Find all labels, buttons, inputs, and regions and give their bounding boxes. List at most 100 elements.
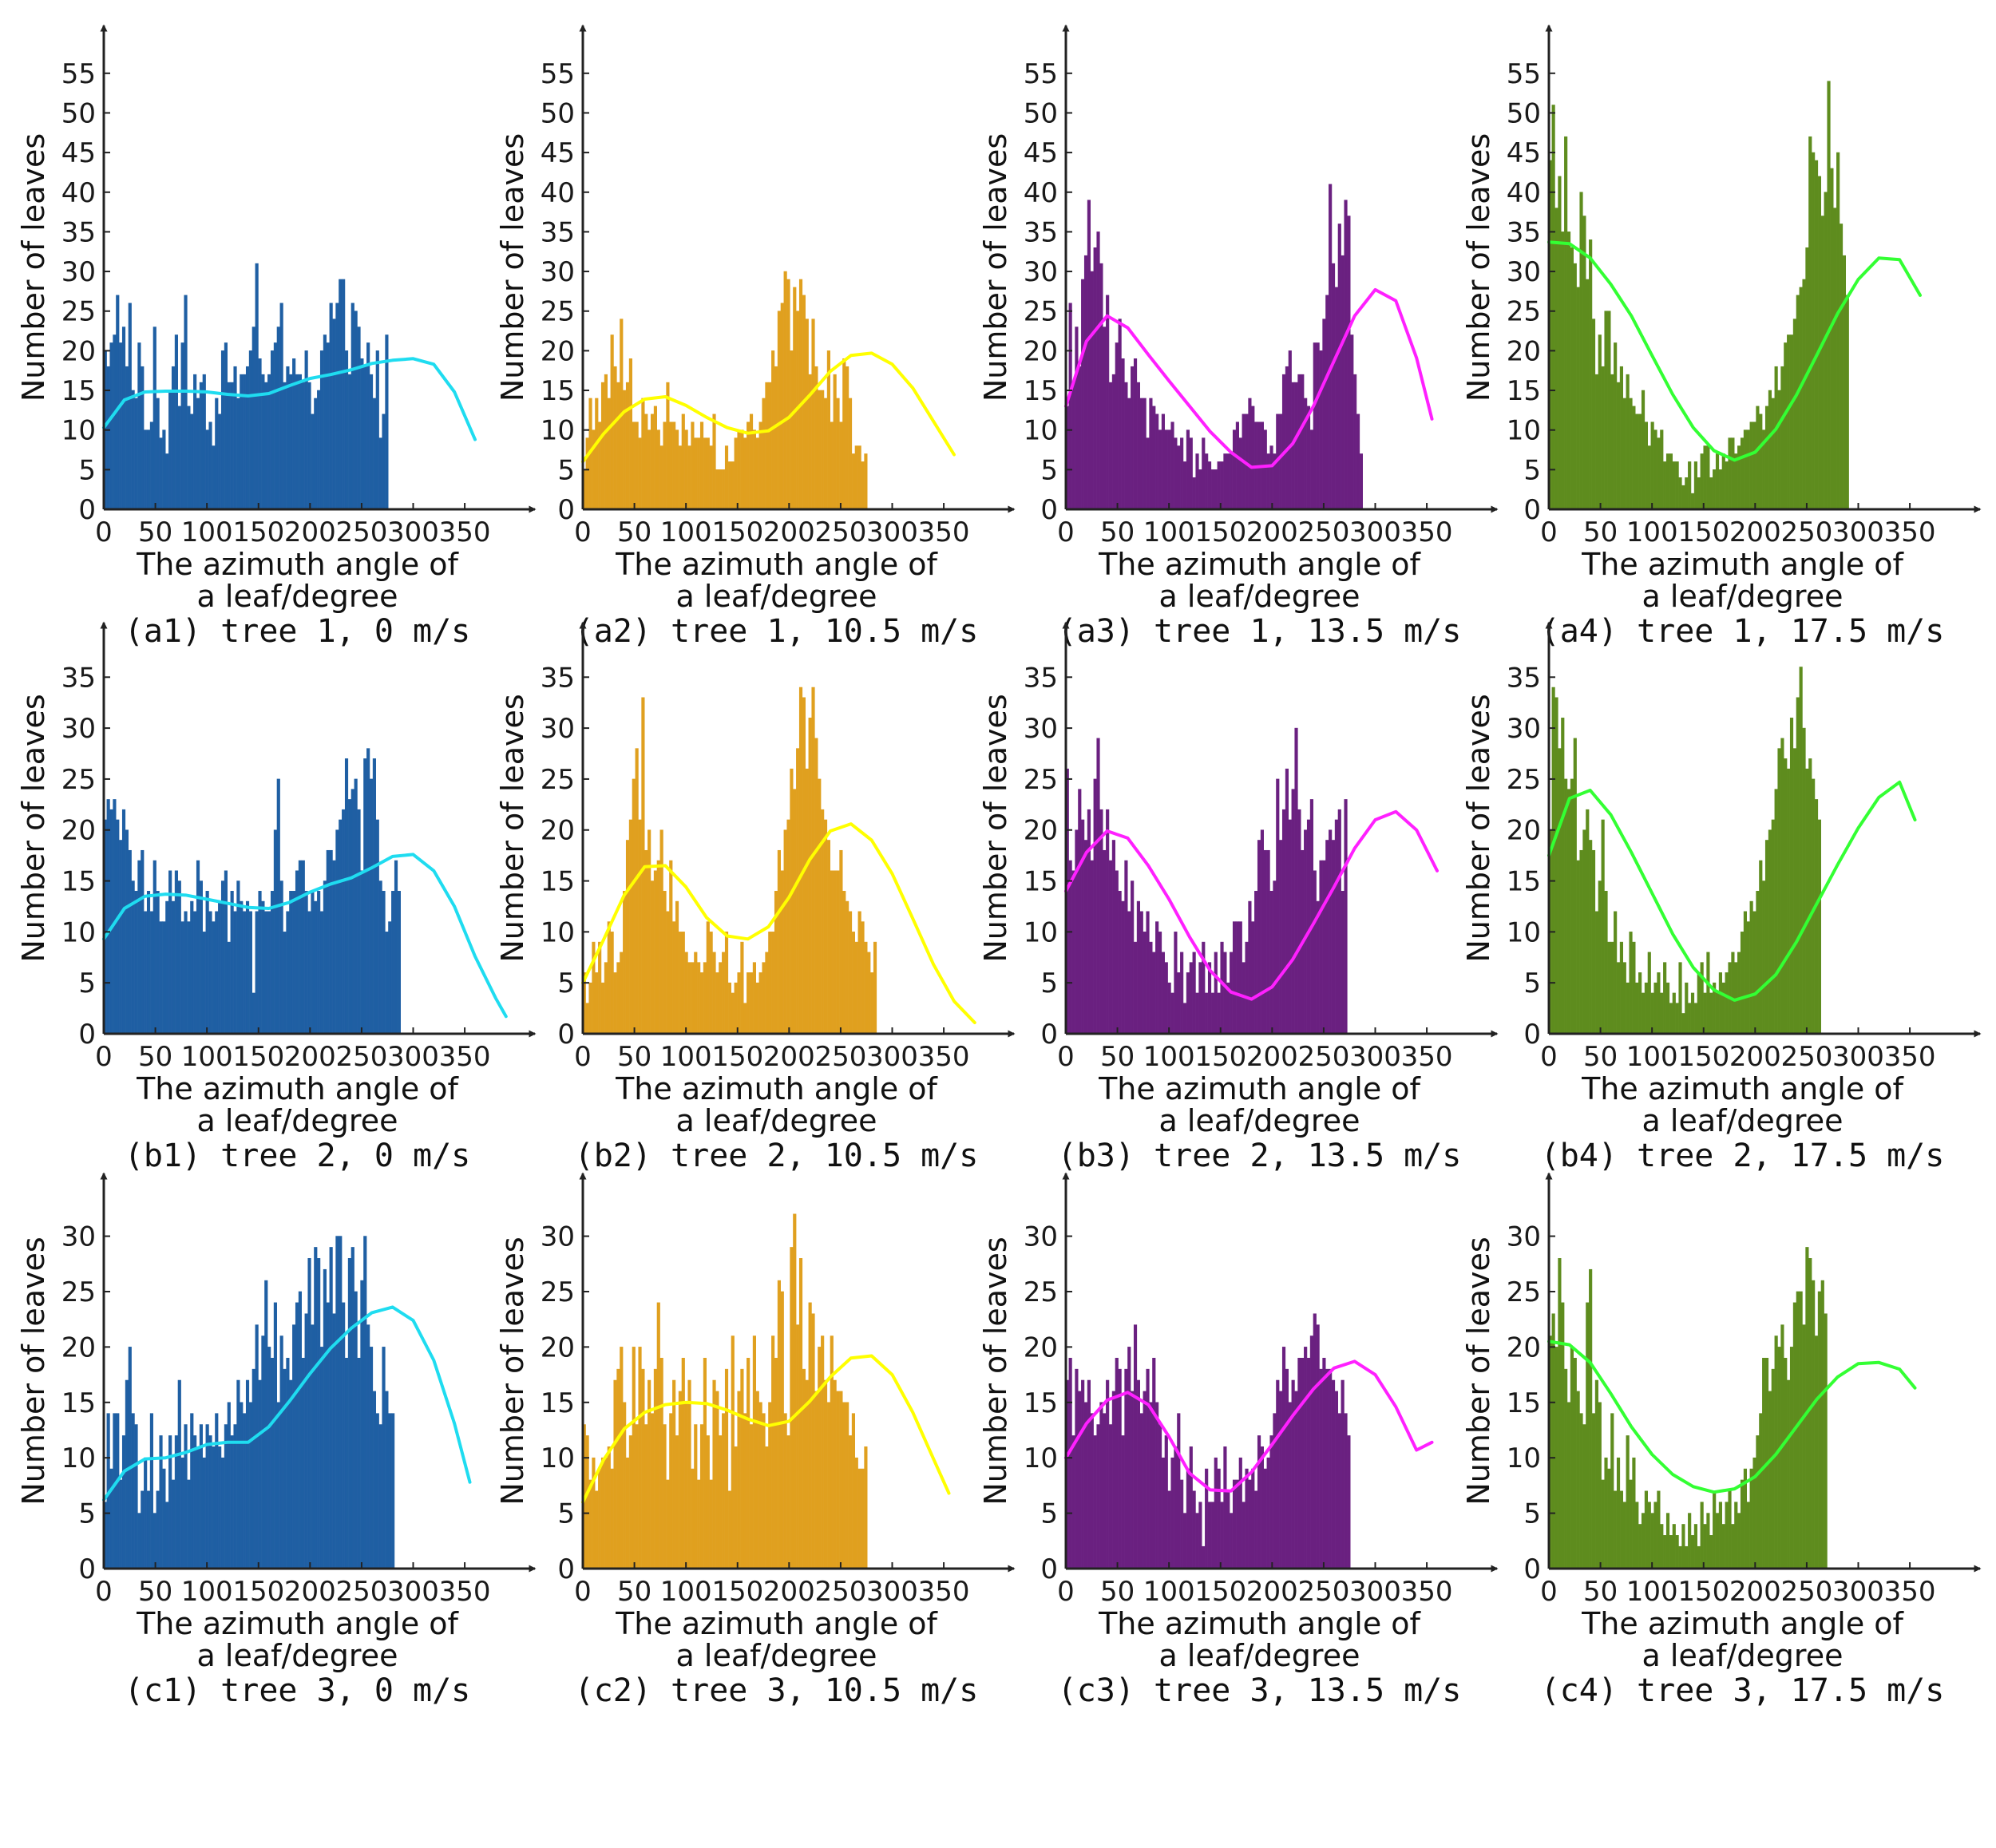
histogram-bar <box>205 429 209 510</box>
histogram-bar <box>1777 390 1781 510</box>
histogram-bar <box>798 279 803 510</box>
x-tick-label: 150 <box>232 516 284 548</box>
histogram-bar <box>177 880 181 1035</box>
histogram-bar <box>592 1457 596 1569</box>
histogram-bar <box>1762 1357 1766 1569</box>
histogram-bar <box>1115 1357 1119 1569</box>
histogram-bar <box>342 279 346 510</box>
histogram-bar <box>1564 1368 1568 1569</box>
histogram-bar <box>1690 493 1695 510</box>
histogram-bar <box>295 374 299 510</box>
histogram-bar <box>372 1391 376 1569</box>
histogram-bar <box>1805 768 1809 1035</box>
histogram-bar <box>786 279 790 510</box>
histogram-bar <box>1319 350 1323 510</box>
histogram-bar <box>1124 382 1128 510</box>
histogram-bar <box>230 1435 234 1569</box>
histogram-bar <box>180 1457 184 1569</box>
histogram-bar <box>1756 406 1760 510</box>
histogram-bar <box>1764 406 1769 510</box>
x-tick-label: 300 <box>1349 1041 1401 1073</box>
histogram-bar <box>1607 311 1611 510</box>
histogram-bar <box>1650 421 1654 510</box>
histogram-bar <box>1285 366 1289 510</box>
histogram-bar <box>248 911 252 1035</box>
histogram-bar <box>1703 445 1707 510</box>
histogram-bar <box>162 921 166 1035</box>
histogram-bar <box>1158 1424 1162 1569</box>
histogram-bar <box>734 437 738 510</box>
panel-caption: (a4) tree 1, 17.5 m/s <box>1541 613 1945 650</box>
histogram-bar <box>1641 390 1646 510</box>
histogram-bar <box>743 437 747 510</box>
histogram-bar <box>1641 992 1646 1035</box>
histogram-bar <box>187 406 191 510</box>
histogram-bar <box>632 1347 636 1569</box>
histogram-bar <box>1329 829 1333 1035</box>
histogram-bar <box>1749 900 1753 1035</box>
y-tick-label: 55 <box>1507 58 1541 90</box>
histogram-bar <box>162 1468 166 1569</box>
histogram-bar <box>1146 437 1150 510</box>
histogram-bar <box>307 382 311 510</box>
histogram-bar <box>1146 911 1150 1035</box>
histogram-bar <box>329 849 333 1035</box>
histogram-bar <box>317 1258 321 1569</box>
histogram-bar <box>1715 1513 1720 1569</box>
histogram-bar <box>1799 287 1803 510</box>
histogram-bar <box>1093 247 1097 510</box>
histogram-bar <box>638 819 642 1035</box>
y-tick-label: 0 <box>1523 1019 1541 1051</box>
histogram-bar <box>1622 1502 1626 1569</box>
histogram-bar <box>628 1435 632 1569</box>
histogram-bar <box>273 1302 277 1569</box>
histogram-bar <box>1759 1413 1763 1569</box>
histogram-bar <box>1610 1413 1614 1569</box>
histogram-bar <box>289 891 293 1035</box>
histogram-bar <box>1347 216 1351 510</box>
x-tick-label: 50 <box>138 1041 172 1073</box>
histogram-bar <box>1353 374 1357 510</box>
histogram-bar <box>1174 437 1178 510</box>
histogram-bar <box>613 1379 617 1569</box>
x-tick-label: 200 <box>763 1576 815 1608</box>
histogram-bar <box>1304 1347 1308 1569</box>
histogram-bar <box>1685 477 1689 510</box>
y-tick-label: 0 <box>557 1553 575 1585</box>
histogram-bar <box>768 1402 772 1569</box>
histogram-bar <box>1582 1424 1586 1569</box>
histogram-bar <box>1214 952 1218 1035</box>
x-axis-title-line2: a leaf/degree <box>1642 579 1844 614</box>
histogram-bar <box>1665 982 1670 1035</box>
x-tick-label: 50 <box>617 1576 651 1608</box>
y-axis-title: Number of leaves <box>16 694 51 962</box>
histogram-bar <box>796 1324 800 1569</box>
y-tick-label: 25 <box>61 1276 96 1308</box>
histogram-bar <box>737 972 741 1035</box>
histogram-bar <box>251 1368 255 1569</box>
histogram-bar <box>724 932 729 1035</box>
histogram-bar <box>350 303 354 510</box>
histogram-bar <box>1099 263 1103 510</box>
histogram-bar <box>205 891 209 1035</box>
y-tick-label: 15 <box>61 375 96 407</box>
panel-caption: (b1) tree 2, 0 m/s <box>125 1138 470 1174</box>
histogram-bar <box>758 1402 762 1569</box>
histogram-bar <box>360 358 364 510</box>
histogram-bar <box>385 1391 389 1569</box>
histogram-bar <box>1291 1379 1295 1569</box>
x-tick-label: 300 <box>866 516 918 548</box>
histogram-bar <box>1118 319 1122 510</box>
histogram-bar <box>734 1446 738 1569</box>
histogram-bar <box>1626 982 1630 1035</box>
histogram-bar <box>1700 453 1704 510</box>
histogram-bar <box>1230 1513 1234 1569</box>
histogram-bar <box>1718 1502 1722 1569</box>
histogram-bar <box>1071 1435 1075 1569</box>
y-tick-label: 5 <box>78 968 96 999</box>
histogram-bar <box>289 374 293 510</box>
y-tick-label: 55 <box>61 58 96 90</box>
y-tick-label: 25 <box>1024 296 1058 328</box>
histogram-bar <box>846 900 849 1035</box>
x-axis-title-line2: a leaf/degree <box>676 1103 877 1138</box>
